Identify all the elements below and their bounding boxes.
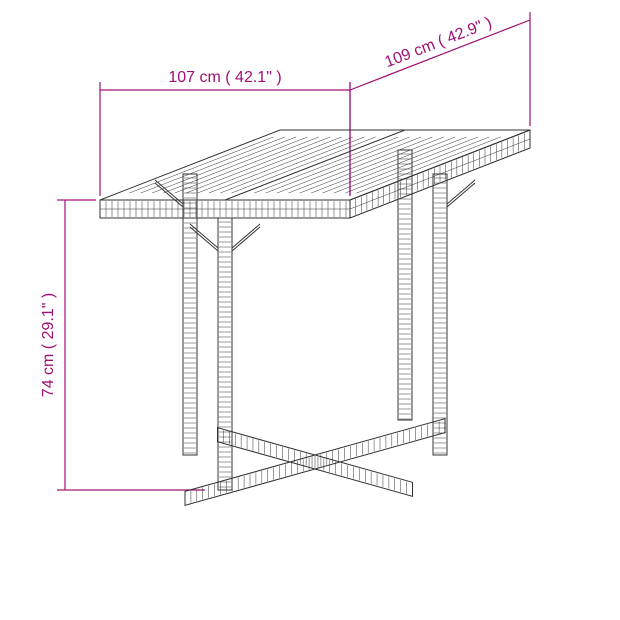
dimension-width-label: 107 cm ( 42.1" ) — [168, 69, 281, 86]
dimension-diagram: 107 cm ( 42.1" ) 109 cm ( 42.9" ) 74 cm … — [0, 0, 620, 620]
dimension-width: 107 cm ( 42.1" ) — [100, 69, 350, 196]
dimension-height: 74 cm ( 29.1" ) — [40, 200, 205, 490]
table-illustration — [100, 130, 530, 505]
dimension-depth-label: 109 cm ( 42.9" ) — [382, 14, 494, 71]
dimension-height-label: 74 cm ( 29.1" ) — [40, 293, 57, 397]
